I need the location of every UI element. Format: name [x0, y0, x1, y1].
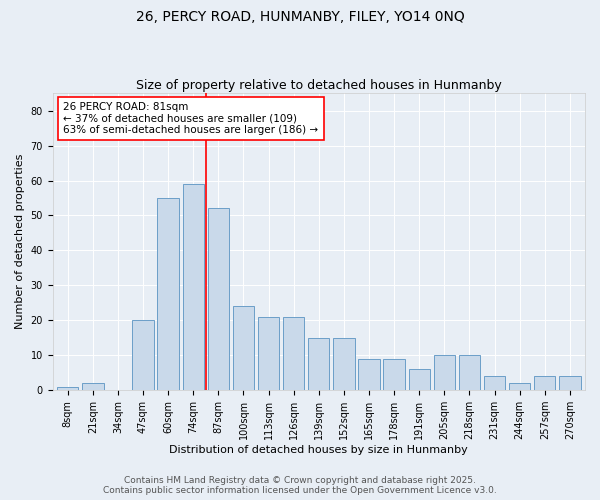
Bar: [258, 317, 279, 390]
Title: Size of property relative to detached houses in Hunmanby: Size of property relative to detached ho…: [136, 79, 502, 92]
Text: 26 PERCY ROAD: 81sqm
← 37% of detached houses are smaller (109)
63% of semi-deta: 26 PERCY ROAD: 81sqm ← 37% of detached h…: [63, 102, 319, 136]
Text: Contains HM Land Registry data © Crown copyright and database right 2025.
Contai: Contains HM Land Registry data © Crown c…: [103, 476, 497, 495]
Bar: [534, 376, 556, 390]
Bar: [434, 356, 455, 390]
Bar: [509, 383, 530, 390]
Bar: [157, 198, 179, 390]
Bar: [383, 359, 405, 390]
Bar: [308, 338, 329, 390]
Bar: [559, 376, 581, 390]
Bar: [409, 370, 430, 390]
Bar: [459, 356, 480, 390]
Y-axis label: Number of detached properties: Number of detached properties: [15, 154, 25, 330]
Bar: [358, 359, 380, 390]
Bar: [82, 383, 104, 390]
Bar: [208, 208, 229, 390]
Text: 26, PERCY ROAD, HUNMANBY, FILEY, YO14 0NQ: 26, PERCY ROAD, HUNMANBY, FILEY, YO14 0N…: [136, 10, 464, 24]
Bar: [333, 338, 355, 390]
Bar: [182, 184, 204, 390]
Bar: [133, 320, 154, 390]
Bar: [283, 317, 304, 390]
Bar: [484, 376, 505, 390]
X-axis label: Distribution of detached houses by size in Hunmanby: Distribution of detached houses by size …: [169, 445, 468, 455]
Bar: [57, 386, 79, 390]
Bar: [233, 306, 254, 390]
